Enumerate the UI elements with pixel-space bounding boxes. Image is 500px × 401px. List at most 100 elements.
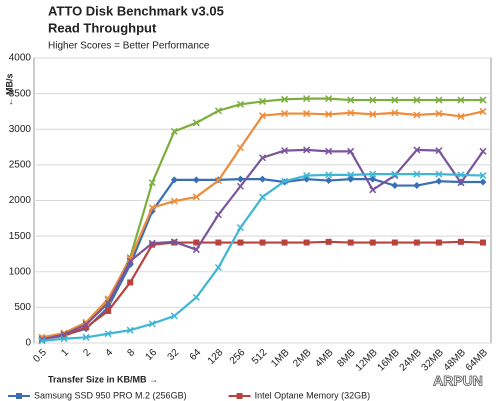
x-tick-label: 32 — [166, 347, 182, 363]
marker — [104, 299, 112, 307]
y-tick-label: 4000 — [9, 53, 32, 64]
y-tick-label: 2000 — [9, 195, 32, 206]
marker — [170, 127, 178, 135]
marker — [258, 112, 267, 120]
marker — [369, 170, 377, 178]
marker — [258, 154, 267, 162]
marker — [148, 204, 156, 212]
watermark: ARPUN — [433, 373, 483, 389]
marker — [192, 193, 200, 201]
marker — [369, 96, 377, 104]
marker — [303, 146, 311, 154]
marker — [214, 107, 222, 115]
x-tick-label: 12MB — [353, 347, 379, 373]
y-axis-label: ← MB/s — [4, 73, 14, 106]
marker — [435, 239, 442, 246]
marker — [148, 320, 156, 328]
marker — [479, 172, 487, 180]
marker — [457, 112, 465, 120]
legend-marker — [16, 393, 22, 399]
x-tick-label: 24MB — [398, 347, 424, 373]
marker — [479, 96, 487, 104]
marker — [391, 109, 399, 117]
marker — [303, 239, 310, 246]
marker — [236, 144, 244, 152]
marker — [480, 239, 486, 246]
marker — [347, 96, 355, 104]
marker — [170, 197, 178, 205]
marker — [457, 179, 465, 187]
marker — [237, 239, 244, 246]
x-tick-label: 2 — [81, 347, 93, 359]
marker — [148, 239, 156, 247]
marker — [413, 182, 421, 190]
x-tick-label: 16 — [144, 347, 160, 363]
marker — [457, 96, 465, 104]
marker — [325, 238, 332, 245]
marker — [413, 111, 421, 119]
legend-label: Intel Optane Memory (32GB) — [255, 390, 371, 400]
marker — [479, 178, 487, 186]
x-axis-label: Transfer Size in KB/MB → — [48, 374, 158, 384]
marker — [214, 177, 222, 185]
marker — [413, 146, 421, 154]
marker — [259, 239, 266, 246]
x-tick-label: 1MB — [269, 347, 292, 370]
x-tick-label: 48MB — [442, 347, 468, 373]
chart-subtitle: Read Throughput — [48, 20, 157, 35]
marker — [149, 241, 156, 248]
marker — [60, 335, 68, 343]
marker — [347, 109, 355, 117]
marker — [281, 239, 288, 246]
marker — [170, 176, 178, 184]
marker — [369, 186, 377, 194]
x-tick-label: 16MB — [376, 347, 402, 373]
x-tick-label: 2MB — [291, 347, 314, 370]
x-tick-label: 64MB — [464, 347, 490, 373]
marker — [303, 95, 311, 103]
marker — [413, 239, 420, 246]
marker — [258, 97, 267, 105]
x-tick-label: 128 — [206, 347, 226, 367]
marker — [435, 177, 443, 185]
x-tick-label: 512 — [250, 347, 270, 367]
marker — [325, 110, 333, 118]
marker — [281, 95, 289, 103]
marker — [413, 96, 421, 104]
marker — [369, 239, 376, 246]
y-tick-label: 1500 — [9, 231, 32, 242]
marker — [369, 110, 377, 118]
marker — [347, 171, 355, 179]
marker — [325, 177, 333, 185]
marker — [192, 246, 200, 254]
marker — [236, 224, 244, 232]
chart-note: Higher Scores = Better Performance — [48, 41, 210, 52]
marker — [236, 100, 244, 108]
y-tick-label: 3000 — [9, 124, 32, 135]
marker — [303, 172, 311, 180]
x-tick-label: 8 — [125, 347, 137, 359]
legend-label: Samsung SSD 950 PRO M.2 (256GB) — [34, 390, 187, 400]
marker — [281, 110, 289, 118]
marker — [236, 175, 244, 183]
y-tick-label: 2500 — [9, 160, 32, 171]
x-tick-label: 32MB — [420, 347, 446, 373]
marker — [391, 170, 399, 178]
x-tick-label: 64 — [188, 347, 204, 363]
marker — [215, 239, 222, 246]
marker — [192, 119, 200, 127]
x-tick-label: 0.5 — [31, 347, 49, 365]
marker — [457, 171, 465, 179]
marker — [148, 179, 156, 187]
y-tick-label: 1000 — [9, 266, 32, 277]
marker — [325, 147, 333, 155]
marker — [391, 239, 398, 246]
chart-title: ATTO Disk Benchmark v3.05 — [48, 3, 224, 18]
marker — [347, 147, 355, 155]
marker — [413, 170, 421, 178]
marker — [170, 238, 178, 246]
marker — [281, 147, 289, 155]
x-tick-label: 4MB — [313, 347, 336, 370]
marker — [435, 147, 443, 155]
